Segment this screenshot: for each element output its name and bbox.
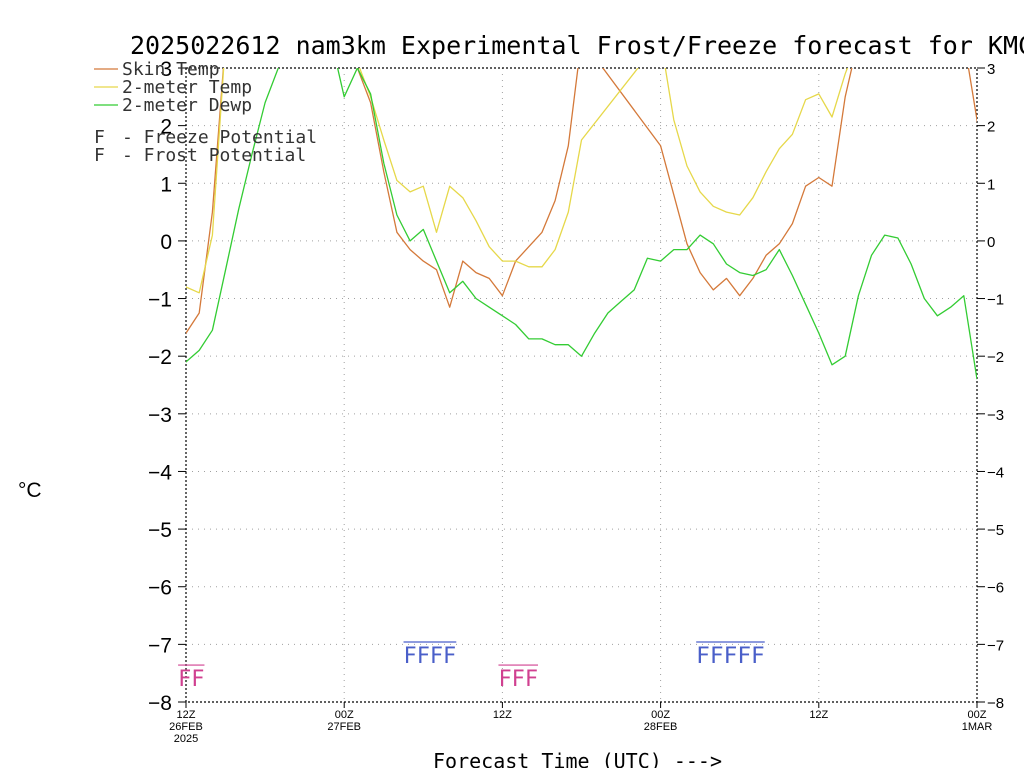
- y-tick-label-right: 3: [987, 61, 995, 78]
- y-axis-label: °C: [18, 479, 42, 502]
- y-tick-label: −5: [148, 519, 172, 542]
- x-tick-label: 1MAR: [962, 721, 993, 733]
- x-tick-label: 12Z: [177, 709, 196, 721]
- y-tick-label-right: −6: [987, 580, 1004, 597]
- series-lines: [186, 68, 977, 380]
- y-tick-label: −1: [148, 289, 172, 312]
- freeze-frost-marker: FFFFF: [696, 644, 765, 669]
- series-line-skin-temp: [186, 68, 977, 335]
- legend-entry-label: 2-meter Dewp: [122, 95, 252, 116]
- y-tick-label-right: 0: [987, 234, 995, 251]
- plot-frame: [185, 67, 978, 703]
- x-tick-label: 26FEB: [169, 721, 203, 733]
- legend-symbol-label: - Frost Potential: [122, 145, 306, 166]
- plot-border: [185, 67, 978, 703]
- y-tick-label-right: 2: [987, 119, 995, 136]
- y-tick-label-right: −4: [987, 464, 1004, 481]
- x-tick-label: 00Z: [968, 709, 987, 721]
- y-tick-label-right: −7: [987, 637, 1004, 654]
- x-tick-label: 12Z: [493, 709, 512, 721]
- x-tick-label: 12Z: [809, 709, 828, 721]
- freeze-frost-marker: FFFF: [404, 644, 457, 669]
- y-tick-label-right: 1: [987, 176, 995, 193]
- x-tick-label: 27FEB: [327, 721, 361, 733]
- y-tick-label: −6: [148, 577, 172, 600]
- y-tick-label-right: −3: [987, 407, 1004, 424]
- x-axis-label: Forecast Time (UTC) --->: [433, 749, 722, 768]
- y-tick-label-right: −5: [987, 522, 1004, 539]
- legend-symbol: F: [94, 145, 105, 166]
- y-tick-label-right: −8: [987, 695, 1004, 712]
- y-tick-label: 1: [160, 173, 172, 196]
- freeze-frost-marker: FF: [178, 667, 204, 692]
- freeze-frost-marker: FFF: [498, 667, 538, 692]
- y-tick-label: −3: [148, 404, 172, 427]
- y-tick-label-right: −1: [987, 292, 1004, 309]
- legend-symbol: F: [94, 127, 105, 148]
- axis-ticks: −8 −8 −7 −7 −6 −6 −5 −5 −4 −4 −3 −3 −2 −2 −1 −1 0 0 1 1 2 2 3 3…: [148, 58, 1004, 745]
- y-tick-label: −4: [148, 461, 172, 484]
- x-tick-label: 00Z: [651, 709, 670, 721]
- y-tick-label: 3: [160, 58, 172, 81]
- y-tick-label: 2: [160, 116, 172, 139]
- legend-symbol-label: - Freeze Potential: [122, 127, 317, 148]
- y-tick-label: −2: [148, 346, 172, 369]
- x-tick-label: 2025: [174, 733, 198, 745]
- x-tick-label: 28FEB: [644, 721, 678, 733]
- y-tick-label: 0: [160, 231, 172, 254]
- plot-grid: [186, 68, 977, 702]
- legend-entry-label: 2-meter Temp: [122, 77, 252, 98]
- legend-entry-label: Skin Temp: [122, 59, 220, 80]
- y-tick-label: −7: [148, 634, 172, 657]
- series-line-2-meter-dewp: [186, 68, 977, 380]
- chart-title: 2025022612 nam3km Experimental Frost/Fre…: [130, 31, 1024, 60]
- y-tick-label: −8: [148, 692, 172, 715]
- y-tick-label-right: −2: [987, 349, 1004, 366]
- x-tick-label: 00Z: [335, 709, 354, 721]
